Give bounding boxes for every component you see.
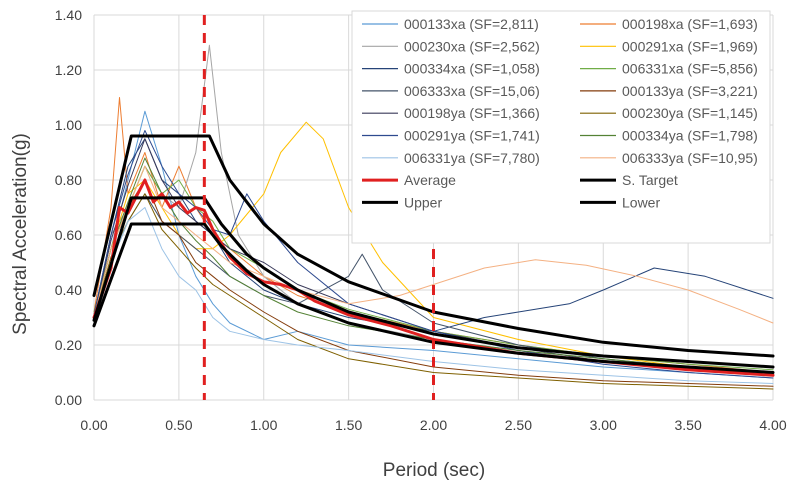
y-tick-label: 0.20: [55, 337, 82, 353]
series-lines: [92, 44, 775, 390]
legend-label: 000198ya (SF=1,366): [404, 105, 540, 121]
y-axis-title: Spectral Acceleration(g): [10, 133, 31, 335]
axis-ticks: 0.00 0.20 0.40 0.60 0.80 1.00 1.20 1.40 0.00 0.50…: [55, 7, 787, 433]
legend-label: 006333xa (SF=15,06): [404, 83, 540, 99]
legend-label: Lower: [622, 194, 660, 210]
y-tick-label: 1.20: [55, 62, 82, 78]
series-line-000133xa: [93, 110, 774, 379]
x-tick-label: 2.50: [505, 417, 532, 433]
series-line-000291ya: [93, 130, 774, 379]
series-line-average: [92, 178, 775, 377]
legend-label: 000198xa (SF=1,693): [622, 16, 758, 32]
x-tick-label: 1.00: [250, 417, 277, 433]
legend-label: 000334xa (SF=1,058): [404, 61, 540, 77]
legend-label: S. Target: [622, 172, 678, 188]
series-line-upper: [92, 134, 775, 358]
legend: 000133xa (SF=2,811) 000198xa (SF=1,693) 00…: [351, 10, 771, 244]
x-tick-label: 4.00: [759, 417, 786, 433]
legend-label: 006331ya (SF=7,780): [404, 150, 540, 166]
legend-label: Upper: [404, 194, 442, 210]
x-axis-title: Period (sec): [383, 460, 485, 481]
legend-label: 000291ya (SF=1,741): [404, 128, 540, 144]
y-tick-label: 0.60: [55, 227, 82, 243]
x-tick-label: 1.50: [335, 417, 362, 433]
series-line-lower: [92, 222, 775, 374]
x-tick-label: 2.00: [420, 417, 447, 433]
x-tick-label: 3.50: [675, 417, 702, 433]
series-line-000230ya: [93, 193, 774, 390]
legend-label: 006333ya (SF=10,95): [622, 150, 758, 166]
series-line-000334ya: [93, 157, 774, 373]
legend-label: 006331xa (SF=5,856): [622, 61, 758, 77]
legend-label: Average: [404, 172, 456, 188]
series-line-000198ya: [93, 138, 774, 376]
y-tick-label: 1.40: [55, 7, 82, 23]
x-tick-label: 0.50: [165, 417, 192, 433]
series-line-006331ya: [93, 207, 774, 384]
y-tick-label: 0.40: [55, 282, 82, 298]
legend-label: 000291xa (SF=1,969): [622, 38, 758, 54]
x-tick-label: 0.00: [80, 417, 107, 433]
y-tick-label: 0.80: [55, 172, 82, 188]
y-tick-label: 1.00: [55, 117, 82, 133]
legend-label: 000133xa (SF=2,811): [404, 16, 539, 32]
y-tick-label: 0.00: [55, 392, 82, 408]
legend-label: 000230ya (SF=1,145): [622, 105, 758, 121]
legend-label: 000230xa (SF=2,562): [404, 38, 540, 54]
legend-label: 000334ya (SF=1,798): [622, 128, 758, 144]
legend-label: 000133ya (SF=3,221): [622, 83, 758, 99]
legend-box: [351, 10, 771, 244]
x-tick-label: 3.00: [590, 417, 617, 433]
